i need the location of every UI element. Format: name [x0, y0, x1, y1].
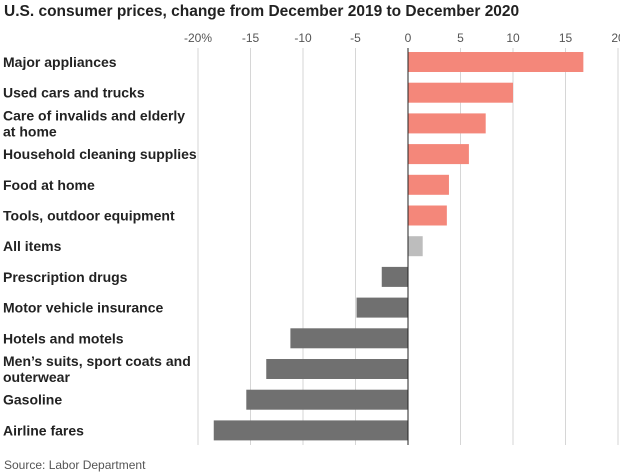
chart-source: Source: Labor Department [4, 458, 146, 472]
x-tick-label: 10 [506, 31, 520, 45]
category-label: All items [3, 238, 62, 254]
category-label: Motor vehicle insurance [3, 300, 163, 316]
category-label: Major appliances [3, 54, 117, 70]
category-label: Prescription drugs [3, 269, 128, 285]
x-axis-tick-labels: -20% -15 -10 -5 0 5 10 15 20 [184, 31, 620, 45]
bar [246, 389, 408, 410]
category-label: Food at home [3, 177, 95, 193]
x-tick-label: -10 [294, 31, 312, 45]
category-labels: Major appliances Used cars and trucks Care… [3, 54, 197, 438]
category-label: Gasoline [3, 392, 62, 408]
bar [408, 113, 486, 134]
x-tick-label: 0 [405, 31, 412, 45]
category-label: Tools, outdoor equipment [3, 208, 175, 224]
x-tick-label: -20% [184, 31, 212, 45]
bar [408, 52, 584, 72]
chart-title: U.S. consumer prices, change from Decemb… [4, 3, 520, 20]
bar [356, 297, 408, 318]
bars [213, 52, 584, 441]
bar [408, 205, 447, 226]
x-tick-label: -15 [242, 31, 260, 45]
x-tick-label: 20 [611, 31, 620, 45]
bar [408, 236, 423, 257]
category-label: Airline fares [3, 422, 84, 438]
x-tick-label: 15 [559, 31, 573, 45]
category-label: Hotels and motels [3, 330, 124, 346]
bar [213, 420, 408, 441]
bar [408, 144, 469, 165]
category-label: Household cleaning supplies [3, 146, 197, 162]
bar [381, 266, 408, 287]
bar [290, 328, 408, 349]
category-label: Care of invalids and elderly at home [3, 107, 185, 139]
bar [408, 174, 449, 195]
category-label: Men’s suits, sport coats and outerwear [3, 353, 191, 385]
bar [266, 359, 408, 379]
bar [408, 82, 513, 103]
category-label: Used cars and trucks [3, 85, 145, 101]
x-tick-label: 5 [457, 31, 464, 45]
x-tick-label: -5 [350, 31, 361, 45]
